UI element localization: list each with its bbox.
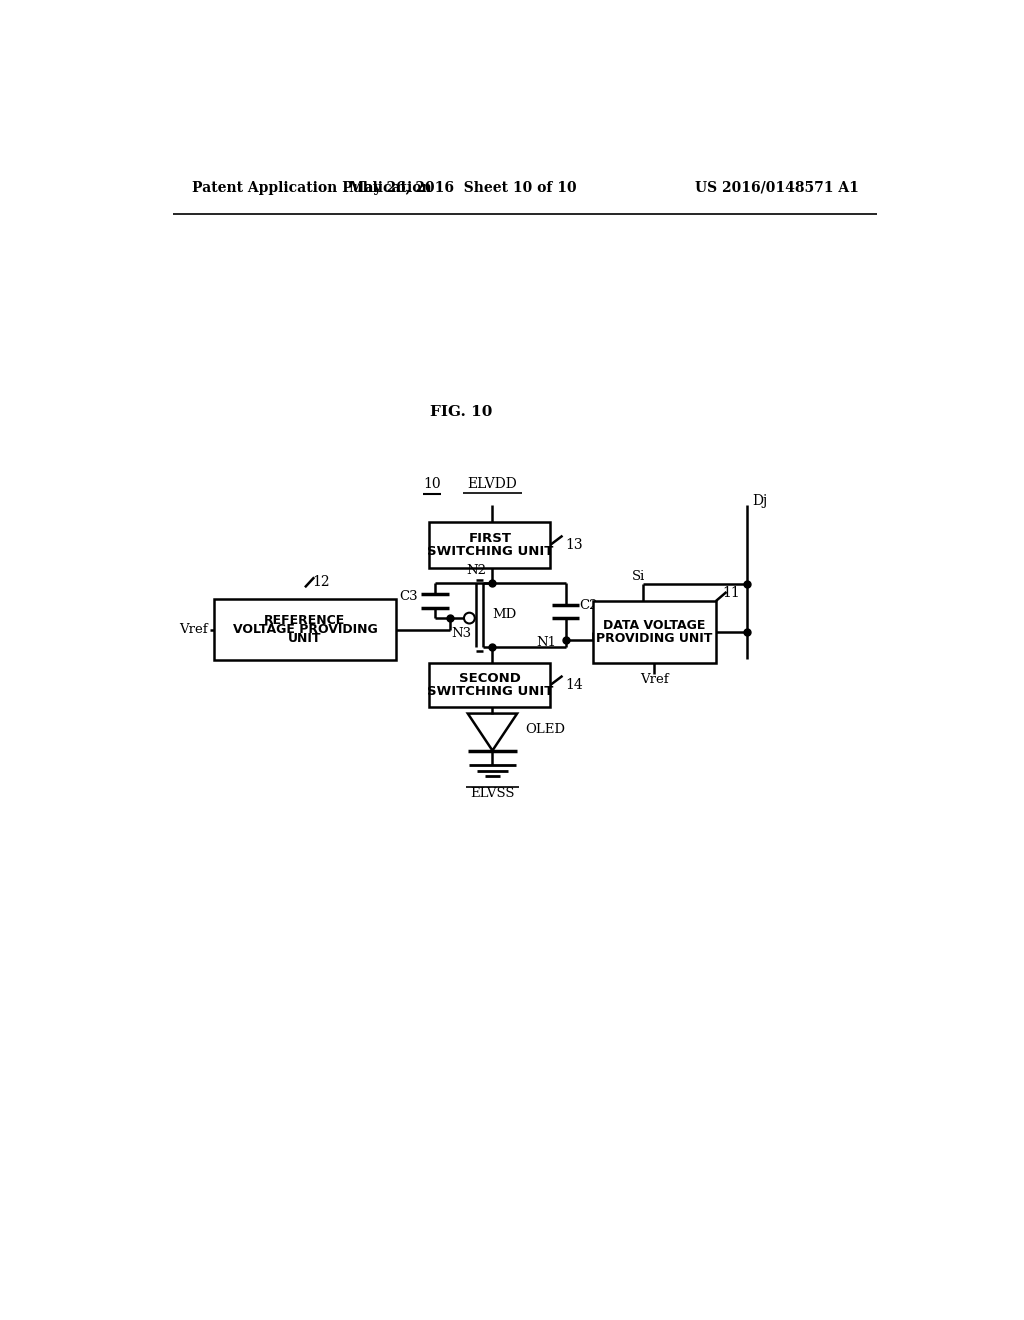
Text: FIG. 10: FIG. 10 — [430, 405, 493, 420]
Text: Dj: Dj — [753, 494, 768, 508]
Text: VOLTAGE PROVIDING: VOLTAGE PROVIDING — [232, 623, 377, 636]
Text: FIRST: FIRST — [468, 532, 511, 545]
Text: 14: 14 — [565, 678, 584, 692]
Text: N1: N1 — [537, 636, 556, 649]
Text: Si: Si — [632, 570, 645, 583]
Text: 12: 12 — [312, 576, 331, 589]
Text: ELVSS: ELVSS — [470, 787, 515, 800]
Text: MD: MD — [493, 607, 517, 620]
Text: SWITCHING UNIT: SWITCHING UNIT — [427, 685, 553, 698]
Text: May 26, 2016  Sheet 10 of 10: May 26, 2016 Sheet 10 of 10 — [349, 181, 577, 194]
Text: 13: 13 — [565, 539, 584, 552]
Text: N3: N3 — [452, 627, 472, 640]
Text: SECOND: SECOND — [459, 672, 520, 685]
Text: SWITCHING UNIT: SWITCHING UNIT — [427, 545, 553, 557]
Text: C2: C2 — [580, 599, 598, 612]
Text: PROVIDING UNIT: PROVIDING UNIT — [596, 631, 713, 644]
Text: 10: 10 — [423, 477, 440, 491]
Text: OLED: OLED — [524, 723, 565, 737]
Text: C3: C3 — [399, 590, 418, 603]
Bar — [429, 521, 550, 568]
Text: US 2016/0148571 A1: US 2016/0148571 A1 — [695, 181, 859, 194]
Bar — [214, 599, 396, 660]
Text: ELVDD: ELVDD — [468, 477, 517, 491]
Text: DATA VOLTAGE: DATA VOLTAGE — [603, 619, 706, 632]
Text: Patent Application Publication: Patent Application Publication — [193, 181, 432, 194]
Text: REFERENCE: REFERENCE — [264, 614, 345, 627]
Text: N2: N2 — [466, 564, 486, 577]
Text: Vref: Vref — [179, 623, 208, 636]
Text: UNIT: UNIT — [288, 632, 322, 645]
Text: Vref: Vref — [640, 673, 669, 686]
Bar — [593, 601, 716, 663]
Bar — [429, 663, 550, 708]
Text: 11: 11 — [722, 586, 739, 601]
